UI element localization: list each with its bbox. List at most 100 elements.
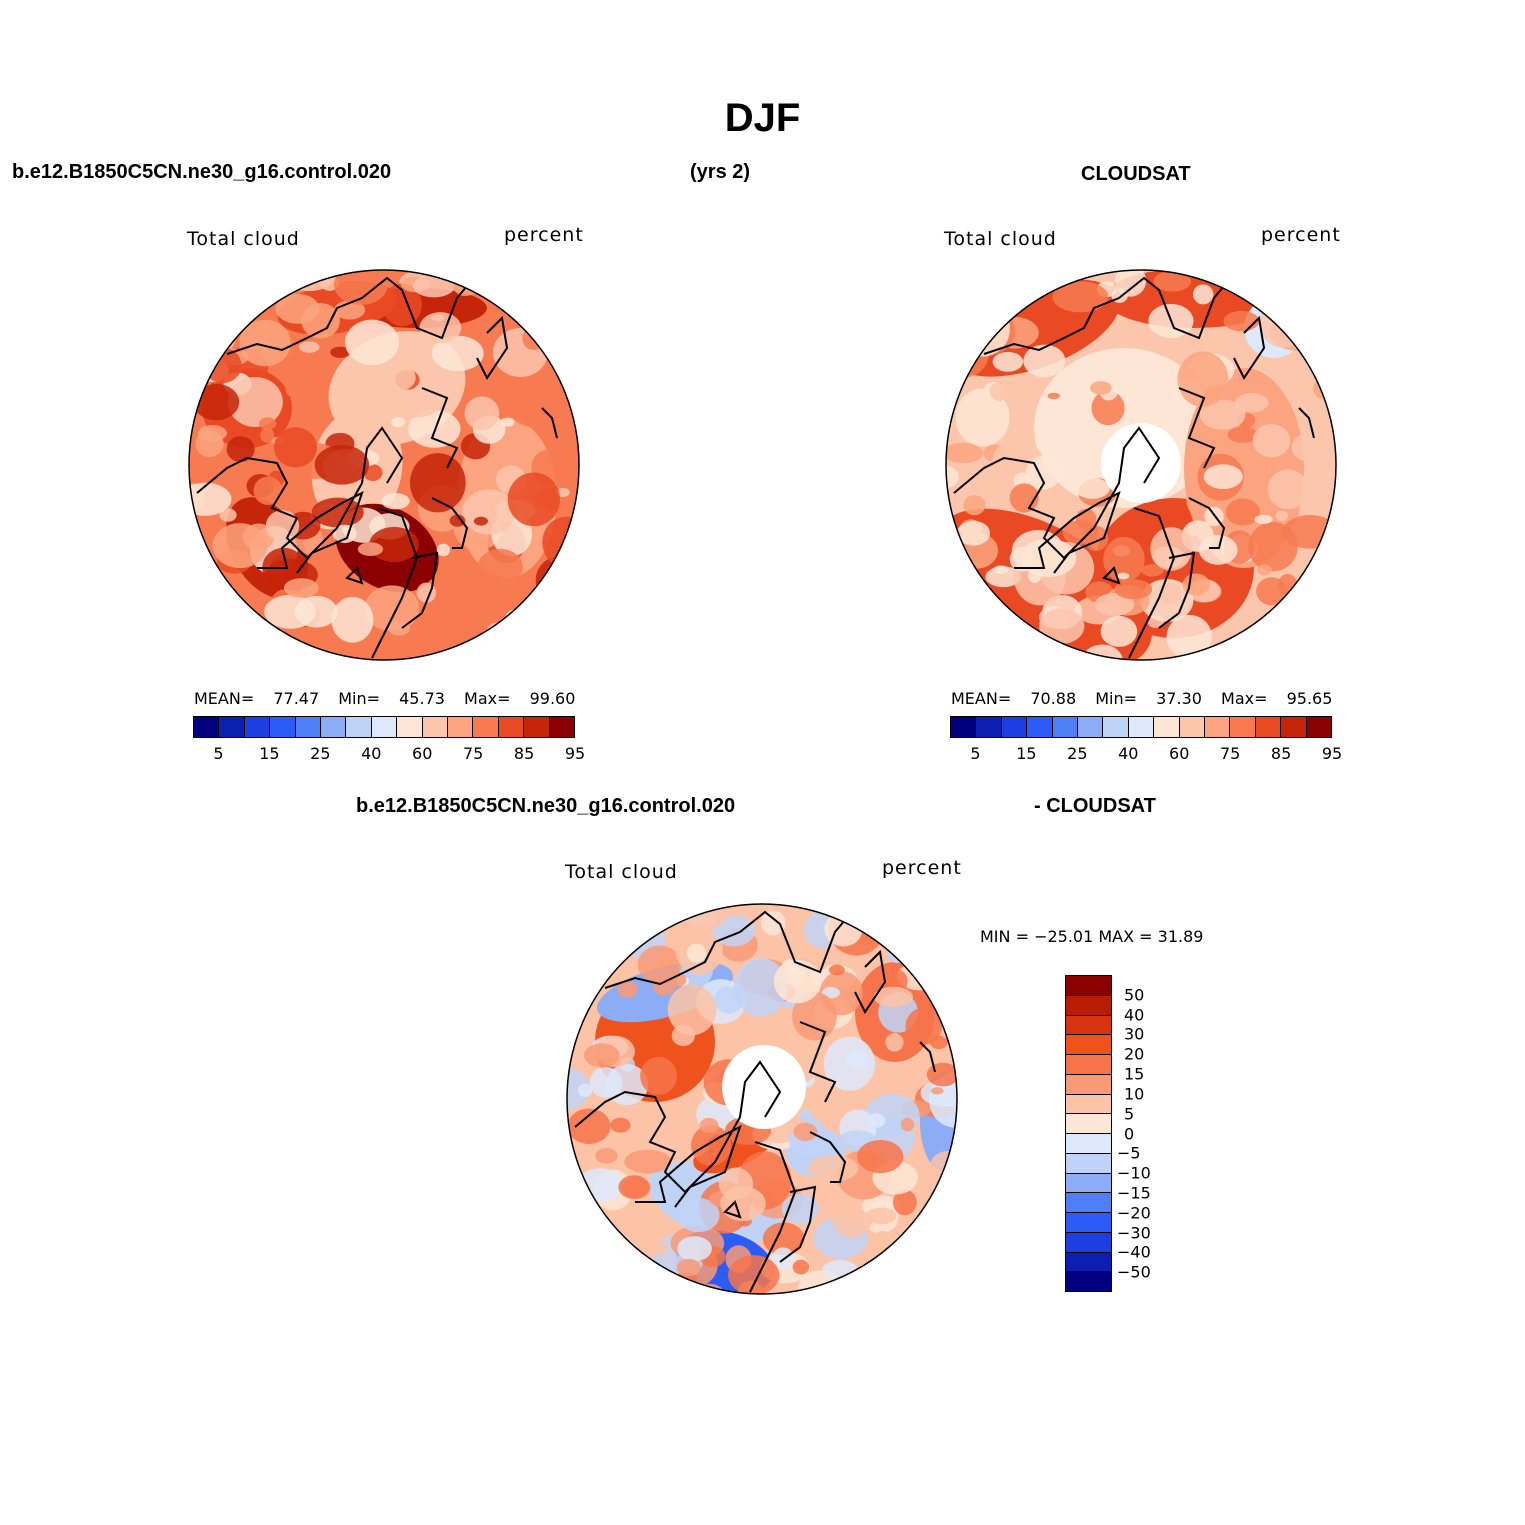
colorbar-tick-label: 60 xyxy=(412,744,433,763)
colorbar-tick-label: 15 xyxy=(259,744,280,763)
colorbar-tick-label: 85 xyxy=(1270,744,1292,763)
colorbar-tick-label: 40 xyxy=(1124,1005,1145,1025)
panel2-polar-map xyxy=(945,269,1337,661)
colorbar-cell xyxy=(473,717,499,737)
colorbar-cell xyxy=(1066,1094,1111,1115)
diff-obs-header: - CLOUDSAT xyxy=(1034,795,1156,817)
colorbar-tick-label: 0 xyxy=(1124,1124,1135,1143)
colorbar-tick-label: 75 xyxy=(1219,744,1241,763)
colorbar-cell xyxy=(244,717,271,737)
colorbar-cell xyxy=(1066,976,1111,996)
panel3-units-label: percent xyxy=(882,857,962,879)
colorbar-cell xyxy=(951,717,977,737)
colorbar-tick-label: 30 xyxy=(1124,1024,1145,1044)
page-title: DJF xyxy=(724,96,801,140)
colorbar-cell xyxy=(1205,717,1231,737)
panel1-mean-label: MEAN= xyxy=(194,689,255,708)
panel3-stats: MIN = −25.01 MAX = 31.89 xyxy=(980,927,1204,946)
colorbar-cell xyxy=(422,717,449,737)
diff-case-header: b.e12.B1850C5CN.ne30_g16.control.020 xyxy=(356,795,736,817)
colorbar-cell xyxy=(1066,1114,1111,1134)
colorbar-tick-label: 95 xyxy=(1321,744,1343,763)
colorbar-cell xyxy=(1066,1074,1111,1095)
colorbar-cell xyxy=(1066,1213,1111,1233)
colorbar-cell xyxy=(524,717,550,737)
colorbar-cell xyxy=(1066,1272,1111,1291)
colorbar-tick-label: 40 xyxy=(361,744,382,763)
panel3-variable-label: Total cloud xyxy=(565,861,678,883)
colorbar-cell xyxy=(1255,717,1282,737)
colorbar-tick-label: 15 xyxy=(1124,1064,1145,1084)
colorbar-cell xyxy=(295,717,322,737)
colorbar-cell xyxy=(1103,717,1129,737)
colorbar-tick-label: −5 xyxy=(1117,1143,1141,1163)
colorbar-cell xyxy=(1052,717,1079,737)
panel1-variable-label: Total cloud xyxy=(187,228,300,250)
colorbar-cell xyxy=(1066,1153,1111,1174)
case-name-header: b.e12.B1850C5CN.ne30_g16.control.020 xyxy=(12,161,392,183)
panel1-stats: MEAN= 77.47 Min= 45.73 Max= 99.60 xyxy=(194,689,575,708)
panel2-variable-label: Total cloud xyxy=(944,228,1057,250)
colorbar-cell xyxy=(498,717,525,737)
colorbar-cell xyxy=(397,717,423,737)
colorbar-cell xyxy=(448,717,474,737)
obs-name-header: CLOUDSAT xyxy=(1081,163,1191,185)
colorbar-cell xyxy=(1306,717,1332,737)
colorbar-tick-label: 20 xyxy=(1124,1044,1145,1064)
colorbar-cell xyxy=(1066,1055,1111,1075)
colorbar-tick-label: −10 xyxy=(1117,1163,1151,1183)
panel2-max-label: Max= xyxy=(1221,689,1268,708)
colorbar-tick-label: 5 xyxy=(970,744,981,763)
colorbar-tick-label: 40 xyxy=(1118,744,1139,763)
colorbar-cell xyxy=(549,717,575,737)
panel1-mean-value: 77.47 xyxy=(273,689,320,708)
colorbar-tick-label: −20 xyxy=(1117,1203,1151,1223)
colorbar-cell xyxy=(321,717,347,737)
colorbar-cell xyxy=(1066,1232,1111,1253)
colorbar-tick-label: 25 xyxy=(310,744,331,763)
colorbar-cell xyxy=(1281,717,1307,737)
colorbar-cell xyxy=(371,717,398,737)
colorbar-tick-label: 75 xyxy=(462,744,484,763)
panel2-stats: MEAN= 70.88 Min= 37.30 Max= 95.65 xyxy=(951,689,1332,708)
panel1-units-label: percent xyxy=(504,224,584,246)
colorbar-tick-label: 85 xyxy=(513,744,535,763)
colorbar-cell xyxy=(1066,1193,1111,1213)
colorbar-cell xyxy=(1066,1134,1111,1154)
colorbar-cell xyxy=(1230,717,1256,737)
colorbar-tick-label: −30 xyxy=(1117,1223,1151,1243)
panel3-polar-map xyxy=(566,903,958,1295)
colorbar-tick-label: −40 xyxy=(1117,1242,1151,1262)
colorbar-cell xyxy=(1066,1015,1111,1036)
panel2-min-value: 37.30 xyxy=(1156,689,1202,708)
colorbar-tick-label: 25 xyxy=(1067,744,1088,763)
panel1-min-label: Min= xyxy=(338,689,381,708)
colorbar-cell xyxy=(1179,717,1206,737)
panel1-max-label: Max= xyxy=(464,689,511,708)
colorbar-tick-label: 50 xyxy=(1124,985,1145,1005)
colorbar-cell xyxy=(1066,1173,1111,1194)
colorbar-tick-label: 5 xyxy=(213,744,224,763)
colorbar-cell xyxy=(1066,1035,1111,1055)
colorbar-cell xyxy=(1001,717,1028,737)
colorbar-tick-label: 60 xyxy=(1169,744,1190,763)
panel2-min-label: Min= xyxy=(1095,689,1138,708)
panel2-mean-label: MEAN= xyxy=(951,689,1012,708)
colorbar-cell xyxy=(1078,717,1104,737)
colorbar-tick-label: 5 xyxy=(1124,1104,1135,1124)
colorbar-cell xyxy=(1154,717,1180,737)
colorbar-tick-label: 95 xyxy=(564,744,586,763)
colorbar-cell xyxy=(219,717,245,737)
panel3-colorbar xyxy=(1065,975,1112,1292)
colorbar-cell xyxy=(346,717,372,737)
panel2-max-value: 95.65 xyxy=(1286,689,1333,708)
colorbar-cell xyxy=(1066,995,1111,1016)
colorbar-cell xyxy=(270,717,296,737)
colorbar-tick-label: 10 xyxy=(1124,1084,1145,1104)
colorbar-cell xyxy=(1066,1252,1111,1273)
colorbar-tick-label: −50 xyxy=(1117,1262,1151,1282)
colorbar-tick-label: 15 xyxy=(1016,744,1037,763)
colorbar-cell xyxy=(976,717,1002,737)
colorbar-cell xyxy=(1128,717,1155,737)
panel1-colorbar xyxy=(193,716,575,738)
